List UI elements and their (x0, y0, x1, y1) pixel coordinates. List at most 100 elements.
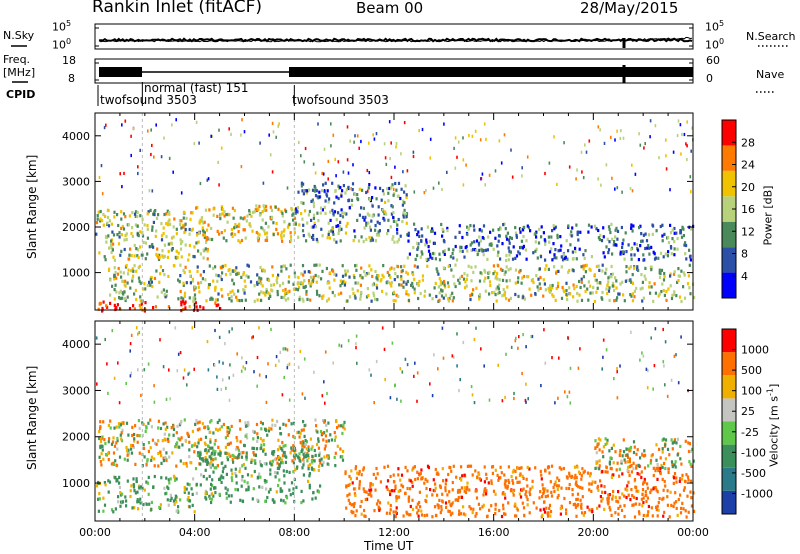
rti-cell (282, 296, 286, 300)
rti-cell (537, 288, 540, 292)
rti-cell (101, 306, 104, 311)
rti-cell-sparse (368, 141, 370, 145)
rti-cell (198, 290, 201, 294)
rti-cell-sparse (284, 347, 287, 351)
rti-cell (406, 279, 409, 284)
rti-cell-sparse (643, 146, 645, 150)
rti-cell (119, 270, 122, 274)
rti-cell (374, 297, 377, 301)
rti-cell (184, 438, 187, 442)
rti-cell (329, 271, 332, 275)
rti-cell (658, 292, 661, 296)
rti-cell (153, 464, 156, 468)
rti-cell (451, 299, 454, 303)
rti-cell (444, 285, 447, 289)
rti-cell (576, 492, 580, 496)
rti-cell (361, 188, 364, 192)
rti-cell (202, 459, 205, 463)
rti-cell (609, 230, 612, 235)
rti-cell (235, 225, 238, 229)
rti-cell (175, 256, 178, 260)
rti-cell (102, 509, 105, 513)
rti-cell (235, 295, 238, 299)
rti-cell (120, 226, 123, 230)
rti-cell (355, 268, 358, 272)
rti-cell (249, 224, 252, 228)
rti-cell (420, 468, 423, 472)
rti-cell (626, 455, 630, 459)
rti-cell-sparse (312, 162, 315, 166)
rti-cell (190, 211, 193, 215)
rti-cell-sparse (375, 359, 378, 364)
cpid-label: CPID (6, 88, 36, 101)
rti-cell (239, 498, 242, 502)
rti-cell (492, 272, 495, 276)
rti-cell (182, 297, 185, 301)
rti-cell (669, 231, 673, 235)
rti-cell-sparse (186, 383, 188, 387)
rti-cell (392, 299, 395, 303)
rti-cell-sparse (576, 168, 578, 172)
rti-cell-sparse (442, 356, 445, 360)
rti-cell (604, 271, 607, 275)
rti-cell (625, 250, 628, 254)
rti-cell (211, 478, 214, 482)
rti-cell (379, 186, 382, 190)
rti-cell (643, 274, 646, 278)
rti-cell-sparse (103, 126, 106, 130)
rti-cell (214, 438, 217, 443)
rti-cell (684, 241, 687, 245)
rti-cell (454, 498, 457, 502)
power-pixels (95, 118, 696, 313)
rti-cell (648, 281, 651, 285)
rti-cell (411, 484, 414, 488)
rti-cell (578, 279, 581, 284)
rti-cell-sparse (569, 401, 572, 405)
rti-cell (302, 201, 305, 205)
rti-cell (677, 274, 680, 278)
rti-cell (661, 497, 664, 501)
rti-cell (442, 229, 445, 233)
rti-cell (169, 477, 172, 481)
rti-cell (220, 205, 223, 209)
rti-cell (151, 438, 154, 442)
rti-cell (326, 299, 329, 303)
rti-cell-sparse (243, 130, 246, 134)
rti-cell (335, 218, 338, 222)
rti-cell (463, 473, 466, 477)
rti-cell (376, 277, 379, 281)
rti-cell (660, 290, 663, 294)
rti-cell (666, 495, 669, 499)
rti-cell-sparse (335, 174, 337, 178)
rti-cell (600, 239, 604, 243)
rti-cell (431, 229, 434, 233)
rti-cell-sparse (207, 177, 210, 181)
rti-cell (520, 466, 523, 470)
date-label: 28/May/2015 (580, 0, 679, 17)
rti-cell (609, 456, 612, 460)
rti-cell (659, 251, 663, 255)
rti-cell (191, 227, 194, 231)
colorbar-tick-label: 16 (741, 203, 755, 216)
rti-cell (684, 509, 687, 513)
rti-cell (298, 435, 301, 439)
rti-cell-sparse (221, 378, 224, 382)
rti-cell (641, 299, 644, 303)
rti-cell-sparse (206, 178, 209, 182)
rti-cell (307, 445, 310, 449)
rti-cell (411, 285, 414, 289)
rti-cell (594, 480, 597, 484)
rti-cell (433, 252, 436, 256)
rti-cell (319, 484, 322, 488)
rti-cell (479, 239, 482, 243)
rti-cell-sparse (322, 172, 325, 176)
rti-cell (436, 503, 439, 507)
rti-cell (258, 472, 261, 476)
rti-cell (280, 295, 283, 299)
rti-cell (339, 239, 342, 243)
rti-cell (686, 282, 690, 286)
rti-cell (260, 282, 263, 286)
rti-cell (303, 285, 306, 290)
rti-cell (550, 464, 554, 468)
rti-cell-sparse (462, 183, 465, 187)
